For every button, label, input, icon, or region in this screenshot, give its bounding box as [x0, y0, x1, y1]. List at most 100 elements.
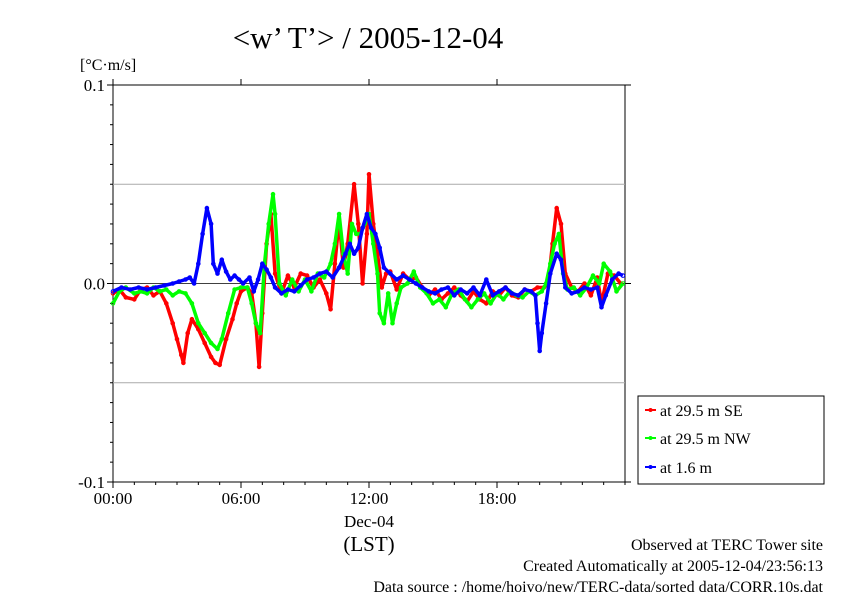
legend: at 29.5 m SE at 29.5 m NW at 1.6 m	[637, 395, 825, 485]
data-point-2-82	[563, 285, 568, 290]
data-point-0-64	[452, 285, 457, 290]
data-point-1-66	[475, 297, 481, 302]
data-point-2-16	[211, 261, 216, 267]
data-point-0-69	[484, 301, 489, 306]
data-point-2-3	[136, 285, 141, 290]
y-tick-label-2: -0.1	[78, 473, 105, 492]
data-point-2-15	[208, 221, 214, 227]
data-point-0-77	[535, 285, 540, 290]
data-point-1-87	[597, 281, 602, 286]
data-point-1-65	[469, 305, 474, 310]
data-point-0-3	[132, 297, 137, 302]
data-point-1-9	[170, 293, 175, 298]
data-point-2-79	[548, 271, 553, 276]
data-point-2-42	[347, 241, 353, 247]
data-point-1-43	[353, 231, 359, 237]
data-point-0-19	[217, 362, 222, 368]
data-point-1-8	[164, 287, 169, 292]
data-point-1-39	[336, 211, 342, 217]
data-point-2-39	[330, 275, 336, 280]
y-tick-label-0: 0.1	[84, 76, 105, 95]
data-point-1-29	[277, 281, 282, 286]
data-point-1-20	[238, 285, 244, 290]
data-point-2-60	[445, 285, 451, 290]
y-tick-label-1: 0.0	[84, 275, 105, 294]
data-point-1-30	[283, 293, 289, 298]
legend-marker-green	[648, 436, 653, 440]
data-point-2-56	[420, 285, 425, 290]
footer-observed: Observed at TERC Tower site	[631, 537, 823, 554]
data-point-1-49	[377, 311, 383, 316]
data-point-1-55	[405, 281, 410, 286]
data-point-2-57	[426, 289, 432, 294]
data-point-2-49	[377, 245, 383, 251]
data-point-1-79	[552, 241, 557, 247]
data-point-0-38	[317, 277, 323, 282]
data-point-2-92	[620, 273, 626, 278]
data-point-2-61	[452, 293, 457, 298]
data-point-2-76	[537, 348, 543, 354]
chart-title: <w’ T’> / 2005-12-04	[233, 20, 504, 55]
data-point-2-31	[279, 291, 284, 296]
data-point-0-82	[558, 221, 564, 227]
data-point-2-48	[373, 231, 378, 237]
data-point-1-23	[253, 320, 259, 326]
data-point-0-10	[174, 336, 180, 342]
data-point-1-16	[215, 346, 220, 352]
data-point-1-90	[614, 289, 619, 294]
data-point-1-47	[371, 241, 376, 247]
data-point-1-28	[272, 211, 278, 217]
data-point-1-88	[601, 261, 607, 267]
data-point-1-27	[270, 191, 276, 197]
data-point-2-11	[191, 281, 197, 286]
x-tick-label-2: 12:00	[350, 489, 389, 508]
data-point-2-29	[268, 275, 274, 280]
data-point-2-78	[543, 301, 549, 306]
x-tick-label-0: 00:00	[94, 489, 133, 508]
series-line-2	[112, 206, 624, 353]
data-point-1-50	[381, 320, 387, 326]
data-point-2-1	[119, 285, 124, 290]
data-point-1-13	[196, 320, 201, 326]
data-point-2-9	[183, 277, 188, 282]
data-point-0-45	[351, 181, 357, 187]
data-point-1-60	[437, 297, 442, 302]
x-tick-label-1: 06:00	[222, 489, 261, 508]
data-point-0-40	[328, 307, 333, 312]
data-point-2-71	[516, 293, 521, 298]
data-point-1-14	[202, 330, 207, 336]
data-point-1-34	[309, 289, 314, 294]
data-point-2-51	[388, 271, 393, 276]
legend-label-nw: at 29.5 m NW	[660, 431, 752, 448]
data-point-1-68	[488, 301, 493, 306]
data-point-2-59	[439, 287, 444, 292]
data-point-2-66	[484, 277, 489, 282]
data-point-0-31	[272, 271, 278, 276]
series-0	[110, 172, 624, 370]
data-point-1-18	[225, 311, 231, 316]
data-point-2-17	[215, 271, 220, 276]
data-point-2-12	[196, 261, 201, 267]
data-point-2-86	[588, 287, 594, 292]
data-point-2-21	[232, 273, 237, 278]
data-point-2-43	[351, 251, 357, 256]
data-point-0-47	[360, 281, 365, 286]
data-point-2-7	[170, 281, 175, 286]
data-point-1-64	[462, 297, 468, 302]
data-point-2-28	[264, 267, 269, 272]
data-point-2-2	[127, 287, 133, 292]
data-point-1-53	[394, 301, 400, 306]
data-point-2-41	[343, 251, 348, 256]
data-point-2-0	[110, 289, 116, 294]
data-point-1-76	[539, 289, 545, 294]
data-point-0-46	[356, 221, 361, 227]
data-point-0-17	[208, 354, 214, 360]
data-point-0-55	[394, 287, 400, 292]
data-point-2-84	[575, 289, 581, 294]
data-point-2-25	[251, 289, 257, 294]
data-point-2-30	[272, 285, 278, 290]
data-point-2-68	[496, 289, 502, 294]
data-point-0-14	[189, 316, 195, 322]
data-point-0-48	[364, 231, 370, 237]
